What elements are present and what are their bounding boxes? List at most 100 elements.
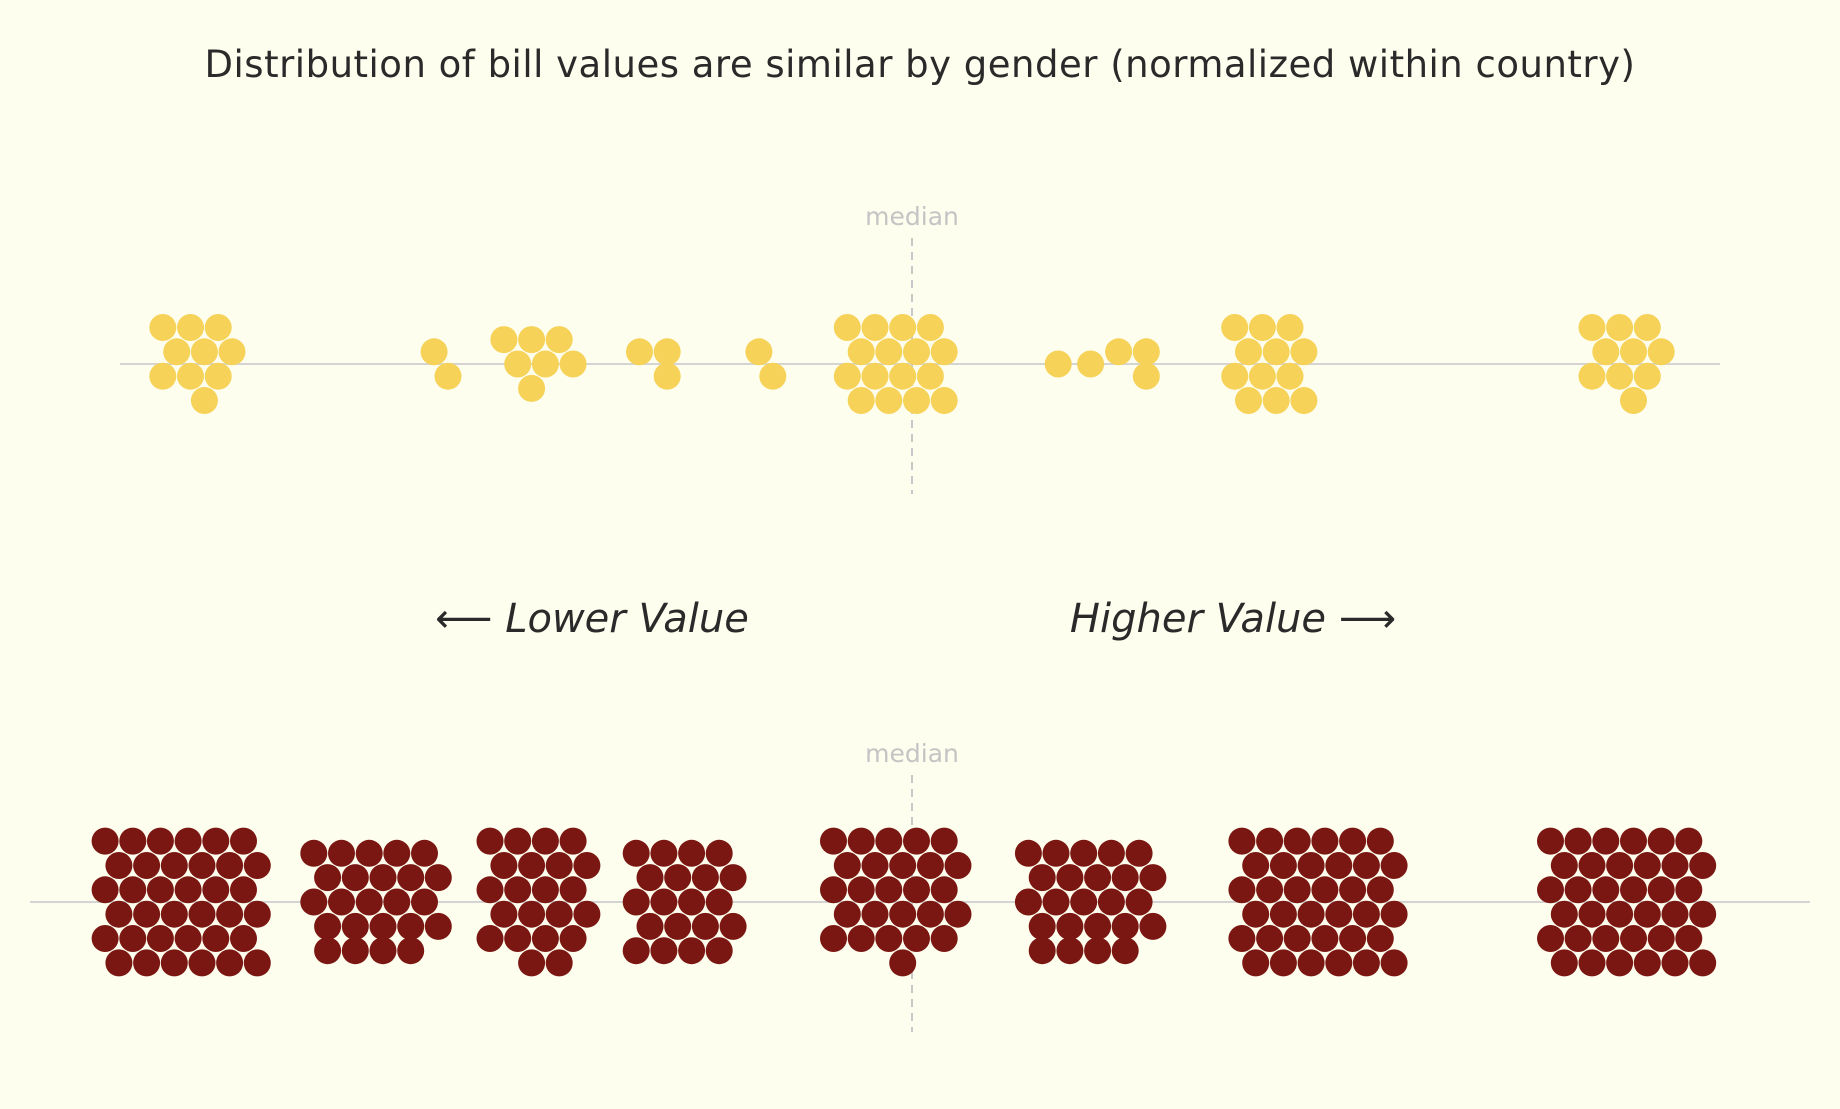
dot-top <box>1620 338 1647 366</box>
dot-bottom <box>1269 852 1297 879</box>
dot-bottom <box>1028 937 1056 965</box>
dot-bottom <box>1537 827 1564 855</box>
dot-bottom <box>1675 925 1703 952</box>
dot-bottom <box>216 852 244 879</box>
dot-bottom <box>1111 937 1139 965</box>
dot-bottom <box>847 925 875 952</box>
dot-bottom <box>889 852 917 879</box>
dot-top <box>1276 314 1304 341</box>
dot-top <box>1620 387 1647 414</box>
dot-bottom <box>719 912 747 940</box>
dot-bottom <box>678 937 706 965</box>
dot-bottom <box>664 912 692 940</box>
dot-top <box>149 362 177 390</box>
dot-bottom <box>1269 949 1297 977</box>
dot-bottom <box>188 852 216 879</box>
dot-bottom <box>174 925 202 952</box>
dot-bottom <box>1352 852 1380 879</box>
dot-bottom <box>1056 912 1084 940</box>
dot-bottom <box>650 888 678 916</box>
dot-bottom <box>903 925 930 952</box>
dot-bottom <box>861 900 889 928</box>
dot-bottom <box>146 925 174 952</box>
dot-bottom <box>1550 852 1578 879</box>
dot-top <box>190 338 218 366</box>
dot-top <box>745 338 773 366</box>
dot-bottom <box>1139 864 1167 892</box>
dot-top <box>1044 350 1072 378</box>
dot-bottom <box>1647 925 1675 952</box>
median-label-bottom: median <box>865 739 959 768</box>
dot-bottom <box>1139 912 1167 940</box>
dot-bottom <box>1297 852 1325 879</box>
dot-bottom <box>1633 949 1661 977</box>
dot-bottom <box>833 900 861 928</box>
dot-bottom <box>1125 888 1153 916</box>
dot-bottom <box>160 852 188 879</box>
dot-top <box>1606 362 1634 390</box>
dot-bottom <box>1283 876 1311 904</box>
dot-bottom <box>650 937 678 965</box>
dot-top <box>861 362 889 390</box>
dot-bottom <box>1537 876 1564 904</box>
dot-bottom <box>355 839 383 867</box>
dot-bottom <box>133 949 161 977</box>
dot-bottom <box>1297 949 1325 977</box>
dot-bottom <box>1084 912 1112 940</box>
dots-top <box>149 314 1675 414</box>
dot-bottom <box>531 827 559 855</box>
dot-top <box>518 326 546 354</box>
dot-bottom <box>1084 864 1112 892</box>
dot-top <box>930 338 958 366</box>
dot-bottom <box>397 912 425 940</box>
dot-bottom <box>678 888 706 916</box>
dot-bottom <box>1242 900 1270 928</box>
dot-top <box>1248 362 1276 390</box>
dot-bottom <box>1661 900 1689 928</box>
dot-bottom <box>119 827 147 855</box>
dot-bottom <box>243 852 271 879</box>
dot-bottom <box>1256 876 1284 904</box>
dot-bottom <box>1620 925 1647 952</box>
dot-top <box>490 326 518 354</box>
dot-bottom <box>531 876 559 904</box>
dot-bottom <box>160 900 188 928</box>
dot-bottom <box>369 912 397 940</box>
dot-bottom <box>504 925 532 952</box>
dot-bottom <box>1366 827 1394 855</box>
dot-bottom <box>903 827 930 855</box>
dot-bottom <box>1564 925 1592 952</box>
dot-bottom <box>930 925 958 952</box>
dot-bottom <box>243 949 271 977</box>
dot-bottom <box>559 827 587 855</box>
dot-bottom <box>1564 827 1592 855</box>
dot-bottom <box>174 827 202 855</box>
dot-top <box>626 338 653 366</box>
dot-top <box>177 362 204 390</box>
dot-bottom <box>1056 864 1084 892</box>
dot-bottom <box>188 900 216 928</box>
dot-bottom <box>691 912 719 940</box>
dot-bottom <box>636 864 664 892</box>
dot-bottom <box>133 900 161 928</box>
dot-bottom <box>636 912 664 940</box>
dot-bottom <box>314 912 342 940</box>
dot-bottom <box>476 925 504 952</box>
dot-bottom <box>705 839 733 867</box>
dot-top <box>1647 338 1675 366</box>
dot-bottom <box>833 852 861 879</box>
dot-bottom <box>1606 852 1634 879</box>
dot-bottom <box>1380 949 1408 977</box>
dot-bottom <box>1592 827 1620 855</box>
dot-bottom <box>1675 876 1703 904</box>
dot-bottom <box>820 925 847 952</box>
dot-bottom <box>216 949 244 977</box>
series-bottom-swarm: median <box>30 739 1810 1032</box>
dot-bottom <box>1339 876 1367 904</box>
dot-bottom <box>424 864 452 892</box>
dot-bottom <box>1111 912 1139 940</box>
dot-bottom <box>1550 949 1578 977</box>
dot-bottom <box>216 900 244 928</box>
dot-bottom <box>355 888 383 916</box>
